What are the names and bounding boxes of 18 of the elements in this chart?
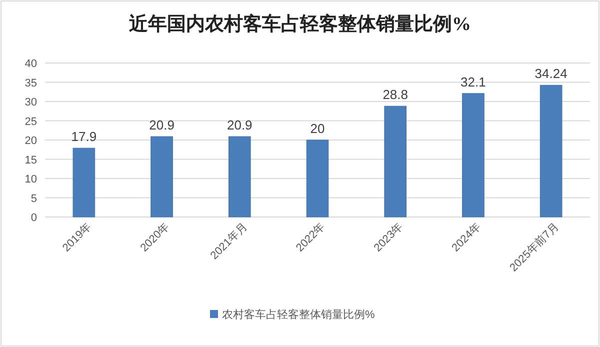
y-tick-label: 30	[24, 96, 37, 108]
data-label: 28.8	[382, 87, 408, 102]
y-tick-label: 0	[30, 212, 37, 224]
data-label: 34.24	[534, 66, 568, 82]
y-tick-label: 35	[24, 77, 37, 90]
title: 近年国内农村客车占轻客整体销量比例%	[129, 14, 471, 35]
data-label: 17.9	[71, 129, 97, 144]
y-tick-label: 40	[24, 58, 37, 70]
data-label: 20.9	[149, 118, 174, 133]
data-label: 32.1	[460, 74, 486, 90]
y-tick-label: 5	[30, 192, 37, 205]
y-tick-label: 15	[24, 154, 37, 166]
y-tick-label: 20	[24, 135, 37, 147]
legend: 农村客车占轻客整体销量比例%	[210, 309, 375, 321]
data-label: 20.9	[226, 118, 252, 133]
y-tick-label: 10	[24, 174, 37, 186]
y-tick-label: 25	[24, 116, 37, 128]
data-label: 20	[310, 121, 325, 136]
